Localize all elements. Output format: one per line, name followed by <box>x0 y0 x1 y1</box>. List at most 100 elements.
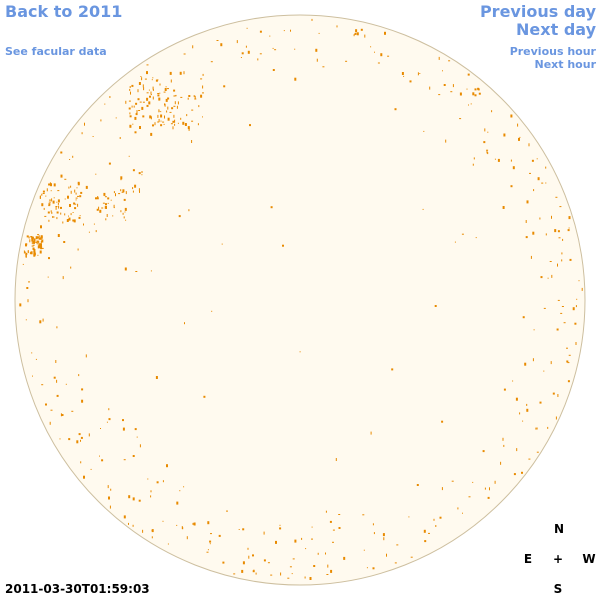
facula <box>157 93 160 94</box>
facula <box>60 206 62 209</box>
facula <box>98 206 100 210</box>
facula <box>77 248 79 251</box>
facula <box>172 120 175 123</box>
facula <box>194 98 197 100</box>
facula <box>236 40 238 44</box>
facula <box>38 235 40 238</box>
facula <box>322 66 325 68</box>
facula <box>50 210 52 213</box>
facula <box>572 307 575 311</box>
facula <box>377 62 380 64</box>
facula <box>345 60 348 62</box>
facula <box>502 206 505 209</box>
facula <box>75 192 77 195</box>
facula <box>48 257 50 260</box>
facula <box>396 544 399 546</box>
facula <box>130 91 131 95</box>
facula <box>135 113 138 116</box>
facula <box>484 487 486 490</box>
next-day-link[interactable]: Next day <box>516 20 596 39</box>
facula <box>561 306 564 307</box>
facula <box>128 495 131 499</box>
facula <box>290 29 291 32</box>
facula <box>272 47 274 49</box>
facula <box>56 217 58 220</box>
facula <box>203 395 206 398</box>
facula <box>123 459 126 461</box>
facula <box>135 271 138 272</box>
facula <box>45 403 47 406</box>
facula <box>76 187 78 189</box>
facula <box>183 53 186 55</box>
facula <box>202 73 204 76</box>
facula <box>68 438 71 441</box>
facula <box>42 193 45 194</box>
next-hour-link[interactable]: Next hour <box>534 58 597 71</box>
facula <box>70 213 72 216</box>
facula <box>454 241 456 243</box>
facula <box>452 84 454 88</box>
facula <box>554 229 557 233</box>
facula <box>123 216 125 219</box>
facula <box>29 252 31 255</box>
prev-day-link[interactable]: Previous day <box>479 2 596 21</box>
facula <box>461 233 464 235</box>
facula <box>503 388 506 391</box>
facula <box>533 329 535 331</box>
facula <box>279 527 282 530</box>
facula <box>363 549 365 551</box>
facula <box>85 354 87 358</box>
facula <box>192 45 194 49</box>
facula <box>152 124 154 127</box>
facula <box>106 214 108 217</box>
facula <box>206 551 209 553</box>
facula <box>512 380 514 382</box>
facula <box>101 459 104 462</box>
facula <box>270 206 273 209</box>
facula <box>441 420 444 423</box>
facula <box>60 151 63 154</box>
facular-link[interactable]: See facular data <box>5 45 107 58</box>
facula <box>115 193 116 197</box>
facula <box>280 572 282 576</box>
facula <box>468 104 469 106</box>
facula <box>181 526 183 530</box>
facula <box>441 487 443 491</box>
facula <box>555 196 558 198</box>
facula <box>149 115 152 119</box>
facula <box>442 70 443 72</box>
facula <box>132 455 135 457</box>
facula <box>156 481 159 484</box>
facula <box>139 101 142 103</box>
facula <box>132 190 134 193</box>
facula <box>138 110 141 111</box>
facula <box>70 190 72 194</box>
facula <box>128 522 129 525</box>
facula <box>459 118 462 120</box>
facula <box>487 152 489 155</box>
facula <box>448 60 451 62</box>
facula <box>40 235 43 239</box>
facula <box>157 114 159 118</box>
facula <box>108 418 111 421</box>
facula <box>182 121 185 125</box>
facula <box>169 111 172 113</box>
facula <box>95 173 97 175</box>
facula <box>510 185 513 188</box>
facula <box>188 127 190 131</box>
back-link[interactable]: Back to 2011 <box>5 2 123 21</box>
facula <box>129 86 131 88</box>
facula <box>146 104 149 107</box>
facula <box>138 82 141 85</box>
prev-hour-link[interactable]: Previous hour <box>509 45 596 58</box>
facula <box>160 111 162 113</box>
facula <box>118 193 121 195</box>
facula <box>433 518 435 521</box>
facula <box>384 31 386 35</box>
facula <box>109 505 111 509</box>
facula <box>459 92 462 96</box>
facula <box>528 458 531 460</box>
facula <box>107 485 109 489</box>
facula <box>122 189 125 193</box>
facula <box>157 94 160 97</box>
